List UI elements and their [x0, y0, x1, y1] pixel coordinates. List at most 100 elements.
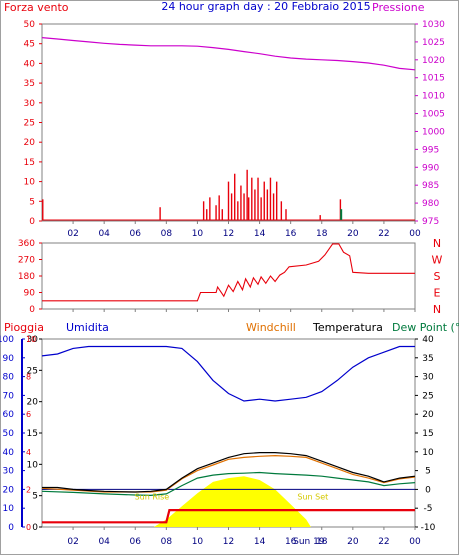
- wind-y-tick-label: 0: [29, 217, 35, 227]
- p3-x-tick-label: 20: [347, 537, 359, 547]
- mid-y-tick-label: 0: [32, 523, 38, 533]
- pressure-y-tick-label: 1015: [422, 74, 445, 84]
- p3-x-tick-label: 00: [409, 537, 421, 547]
- wind-y-tick-label: 30: [24, 99, 36, 109]
- dir-y-tick-label: 270: [18, 256, 35, 266]
- wind-y-tick-label: 40: [24, 59, 36, 69]
- rain-y-tick-label: 6: [26, 410, 31, 419]
- rain-label: Pioggia: [4, 321, 44, 334]
- wind-speed-label: Forza vento: [4, 1, 69, 14]
- mid-y-tick-label: 15: [27, 429, 38, 439]
- temp-y-tick-label: -10: [421, 523, 436, 533]
- pressure-y-tick-label: 1020: [422, 56, 445, 66]
- rain-y-tick-label: 8: [26, 373, 31, 382]
- panel-frame-2: [41, 242, 416, 310]
- p3-x-tick-label: 08: [161, 537, 173, 547]
- temp-y-tick-label: 5: [425, 467, 431, 477]
- humidity-y-tick-label: 0: [8, 523, 14, 533]
- rain-y-tick-label: 10: [26, 335, 36, 344]
- temp-y-tick-label: -5: [424, 504, 433, 514]
- windchill-line: [41, 454, 416, 493]
- pressure-y-tick-label: 980: [422, 199, 439, 209]
- wind-y-tick-label: 50: [24, 20, 36, 30]
- p1-x-tick-label: 14: [254, 229, 266, 239]
- pressure-y-tick-label: 1030: [422, 20, 445, 30]
- temp-y-tick-label: 15: [422, 429, 433, 439]
- rain-line: [42, 509, 415, 524]
- sun-area: [153, 476, 311, 527]
- pressure-y-tick-label: 985: [422, 181, 439, 191]
- dir-y-tick-label: 180: [18, 272, 35, 282]
- pressure-y-tick-label: 995: [422, 145, 439, 155]
- wind-y-tick-label: 15: [24, 158, 35, 168]
- p3-x-tick-label: 04: [98, 537, 110, 547]
- sun-bottom-label: Sun 19: [293, 537, 325, 547]
- humidity-y-tick-label: 50: [3, 429, 15, 439]
- humidity-y-tick-label: 20: [3, 485, 15, 495]
- temp-y-tick-label: 30: [422, 373, 434, 383]
- humidity-y-tick-label: 60: [3, 410, 15, 420]
- humidity-y-tick-label: 30: [3, 467, 15, 477]
- humidity-y-tick-label: 100: [0, 335, 14, 345]
- humidity-y-tick-label: 90: [3, 354, 15, 364]
- mid-y-tick-label: 30: [27, 335, 39, 345]
- temp-y-tick-label: 25: [422, 391, 433, 401]
- wind-direction-line: [42, 243, 415, 302]
- p3-x-tick-label: 14: [254, 537, 266, 547]
- humidity-line: [41, 345, 415, 402]
- dewpoint-label: Dew Point (°C: [392, 321, 459, 334]
- p3-x-tick-label: 10: [192, 537, 204, 547]
- humidity-label: Umidita: [66, 321, 109, 334]
- pressure-line: [41, 37, 416, 71]
- compass-label: N: [433, 237, 441, 250]
- wind-y-tick-label: 35: [24, 79, 35, 89]
- humidity-y-tick-label: 10: [3, 504, 15, 514]
- compass-label: N: [433, 303, 441, 316]
- p1-x-tick-label: 06: [130, 229, 142, 239]
- p1-x-tick-label: 12: [223, 229, 234, 239]
- p3-x-tick-label: 22: [378, 537, 389, 547]
- compass-label: E: [434, 287, 441, 300]
- pressure-y-tick-label: 1025: [422, 38, 445, 48]
- pressure-y-tick-label: 990: [422, 163, 439, 173]
- p3-x-tick-label: 12: [223, 537, 234, 547]
- compass-label: W: [432, 254, 443, 267]
- wind-y-tick-label: 10: [24, 178, 36, 188]
- rain-y-tick-label: 0: [26, 523, 31, 532]
- wind-y-tick-label: 45: [24, 40, 35, 50]
- temp-y-tick-label: 40: [422, 335, 434, 345]
- wind-y-tick-label: 20: [24, 138, 36, 148]
- rain-y-tick-label: 2: [26, 485, 31, 494]
- sunset-label: Sun Set: [297, 492, 328, 501]
- humidity-y-tick-label: 70: [3, 391, 15, 401]
- pressure-y-tick-label: 1010: [422, 92, 445, 102]
- mid-y-tick-label: 5: [32, 492, 38, 502]
- p3-x-tick-label: 18: [316, 537, 328, 547]
- windchill-label: Windchill: [246, 321, 296, 334]
- temp-y-tick-label: 10: [422, 448, 434, 458]
- dewpoint-line: [41, 471, 416, 497]
- p1-x-tick-label: 00: [409, 229, 421, 239]
- p1-x-tick-label: 04: [98, 229, 110, 239]
- dir-y-tick-label: 90: [24, 289, 36, 299]
- mid-y-tick-label: 20: [27, 398, 39, 408]
- temperature-line: [42, 452, 416, 493]
- p1-x-tick-label: 02: [67, 229, 78, 239]
- dir-y-tick-label: 0: [29, 305, 35, 315]
- wind-y-tick-label: 25: [24, 119, 35, 129]
- p1-x-tick-label: 08: [161, 229, 173, 239]
- mid-y-tick-label: 25: [27, 366, 38, 376]
- compass-label: S: [434, 270, 441, 283]
- p1-x-tick-label: 20: [347, 229, 359, 239]
- chart-title: 24 hour graph day : 20 Febbraio 2015: [161, 0, 370, 13]
- temp-y-tick-label: 0: [425, 485, 431, 495]
- pressure-y-tick-label: 1005: [422, 110, 445, 120]
- pressure-y-tick-label: 975: [422, 217, 439, 227]
- p1-x-tick-label: 10: [192, 229, 204, 239]
- p3-x-tick-label: 02: [67, 537, 78, 547]
- wind-y-tick-label: 5: [29, 197, 35, 207]
- temp-y-tick-label: 20: [422, 410, 434, 420]
